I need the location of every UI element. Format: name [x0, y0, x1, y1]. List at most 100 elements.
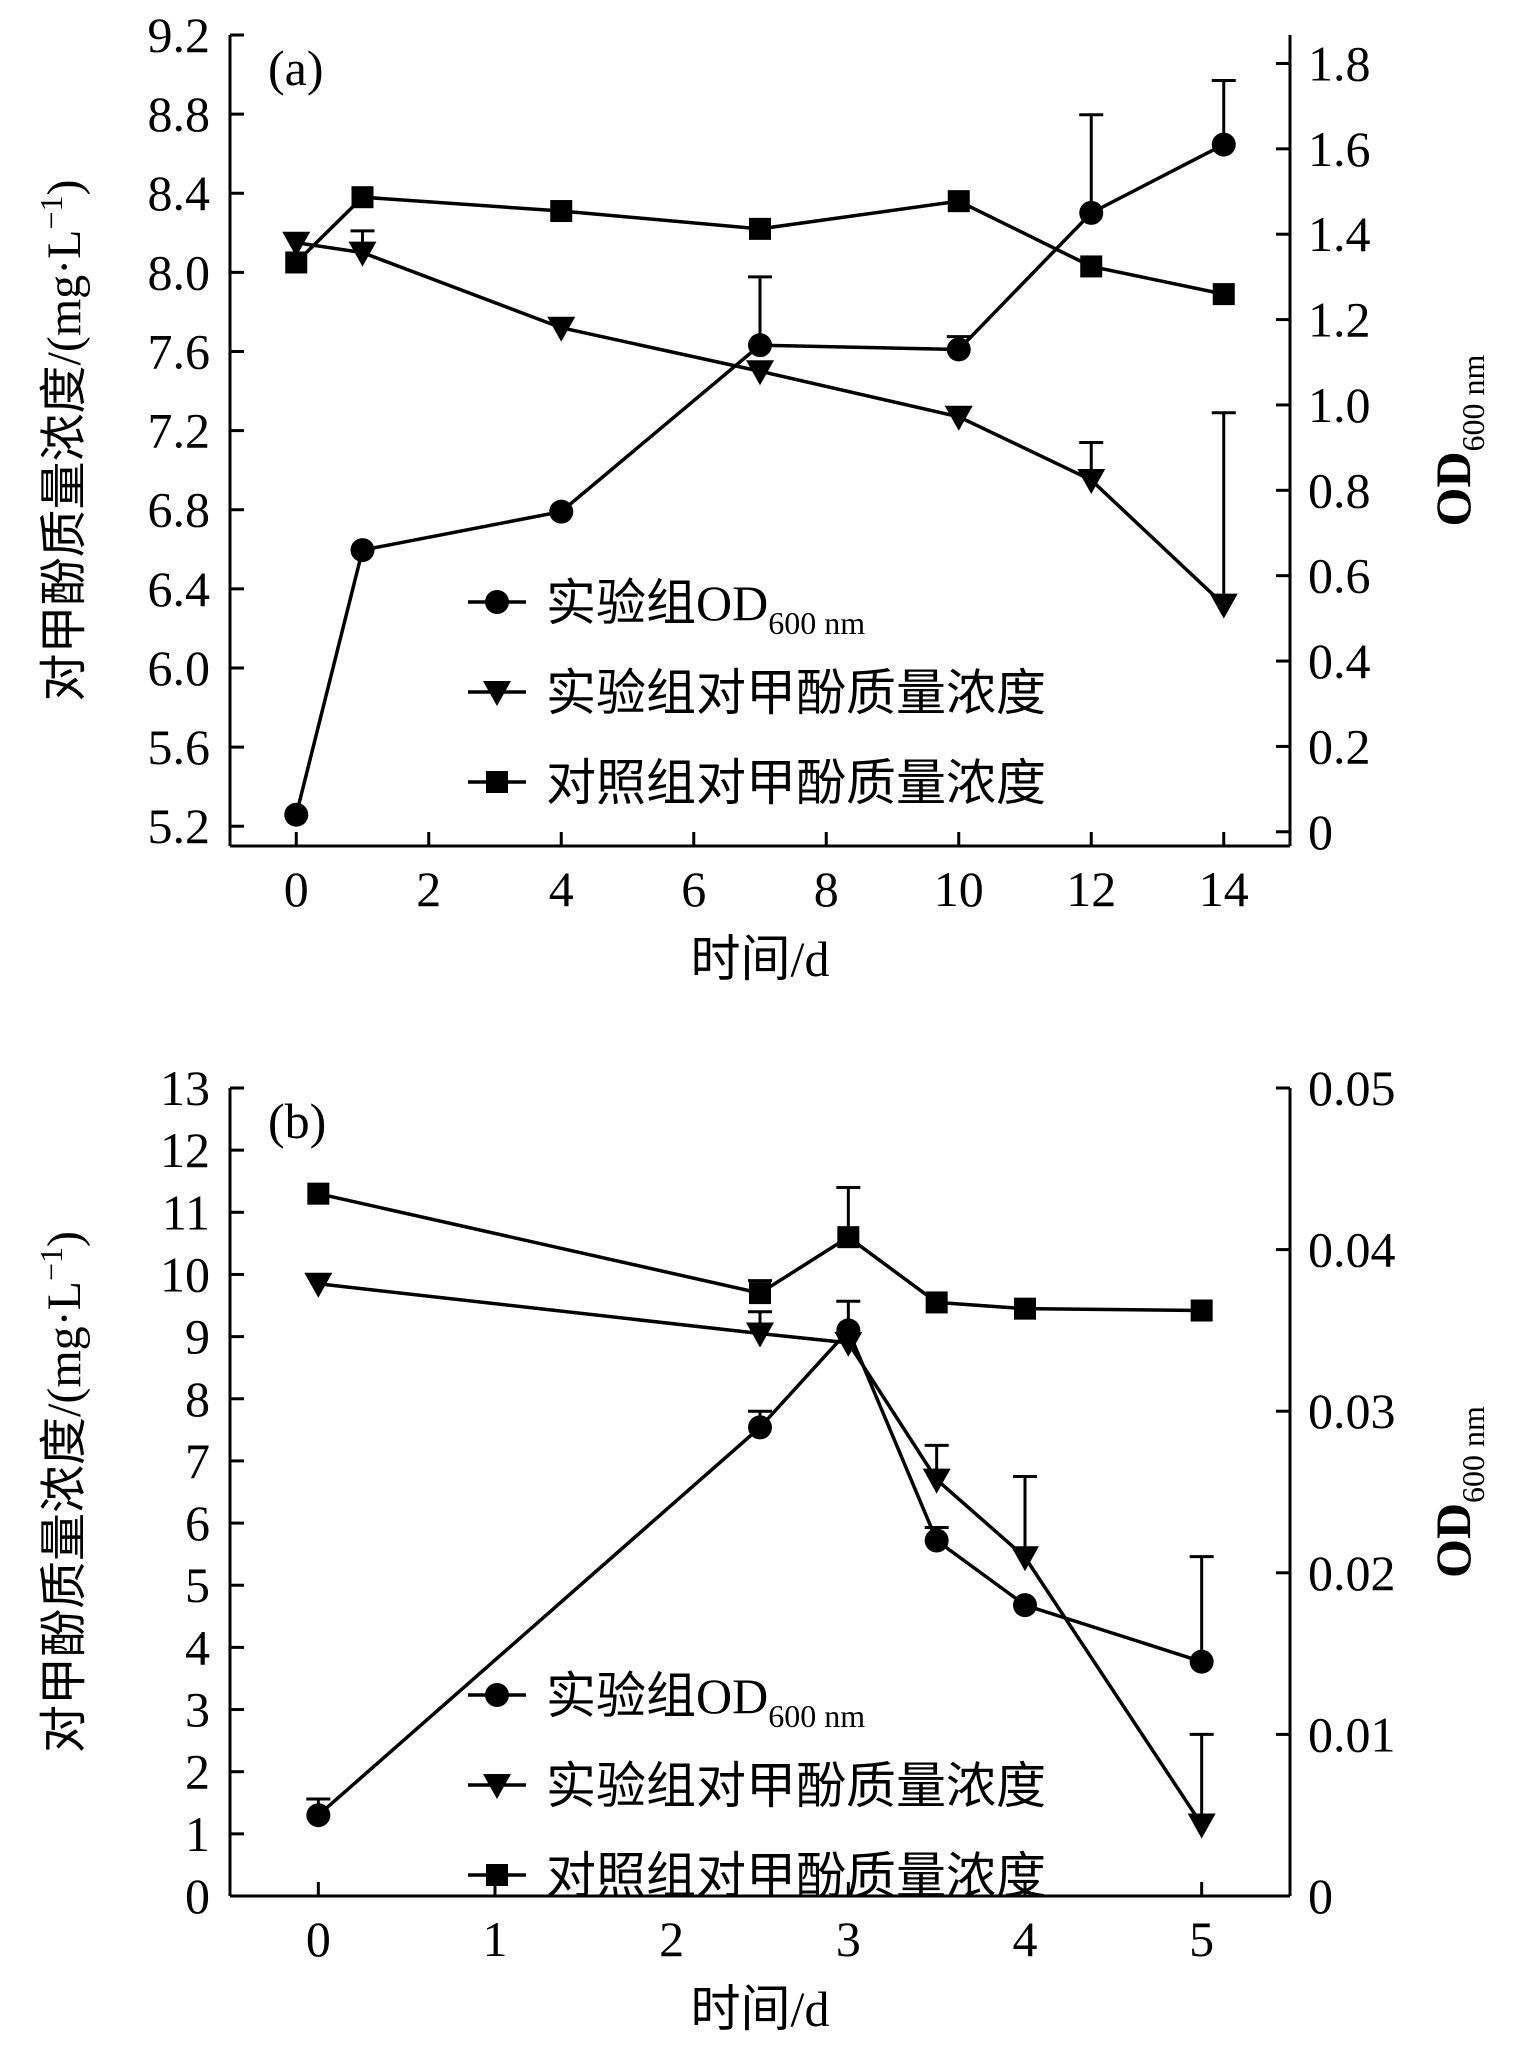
y-right-tick-label: 0.6: [1308, 548, 1371, 604]
y-left-tick-label: 2: [185, 1744, 210, 1800]
y-left-tick-label: 8.0: [148, 244, 211, 300]
data-point-circle: [1211, 132, 1236, 157]
legend-label: 对照组对甲酚质量浓度: [546, 1848, 1046, 1904]
series-circle: [306, 1299, 1214, 1828]
data-point-triangle: [282, 231, 311, 257]
y-left-tick-label: 8: [185, 1371, 210, 1427]
y-left-label-main: 对甲酚质量浓度/(mg·L: [38, 1281, 91, 1753]
data-point-square: [351, 186, 374, 209]
data-point-circle: [350, 538, 375, 563]
data-point-square: [307, 1182, 330, 1205]
series-circle: [284, 79, 1236, 827]
y-left-tick-label: 12: [160, 1122, 210, 1178]
data-point-triangle: [834, 1331, 863, 1357]
data-point-circle: [306, 1803, 331, 1828]
y-right-axis-label: OD600 nm: [1425, 354, 1491, 526]
x-axis-label: 时间/d: [691, 931, 830, 987]
legend-label-main: 实验组OD: [546, 575, 768, 631]
panel-label: (a): [268, 40, 324, 96]
y-left-tick-label: 0: [185, 1868, 210, 1924]
x-tick-label: 14: [1199, 861, 1249, 917]
x-tick-label: 0: [284, 861, 309, 917]
y-left-tick-label: 7.6: [148, 323, 211, 379]
x-tick-label: 6: [681, 861, 706, 917]
y-right-tick-label: 0.05: [1308, 1060, 1396, 1116]
data-point-square: [550, 200, 573, 223]
y-left-tick-label: 6.8: [148, 482, 211, 538]
data-point-triangle: [922, 1468, 951, 1494]
y-right-tick-label: 1.0: [1308, 377, 1371, 433]
legend-marker-circle: [485, 590, 509, 614]
data-point-circle: [924, 1528, 949, 1553]
data-point-square: [1190, 1299, 1213, 1322]
data-point-square: [925, 1291, 948, 1314]
data-point-circle: [284, 802, 309, 827]
y-left-label-sup: −1: [33, 195, 69, 229]
y-left-label-close: ): [38, 1231, 91, 1247]
data-point-triangle: [1011, 1546, 1039, 1572]
y-left-tick-label: 9.2: [148, 7, 211, 63]
y-right-label-sub: 600 nm: [1455, 1406, 1491, 1503]
y-right-label-main: OD: [1425, 451, 1481, 526]
y-right-tick-label: 1.2: [1308, 292, 1371, 348]
data-point-square: [947, 190, 970, 213]
data-point-circle: [748, 333, 772, 358]
legend-label: 对照组对甲酚质量浓度: [546, 755, 1046, 811]
data-point-square: [837, 1226, 860, 1249]
y-left-tick-label: 5.6: [148, 719, 211, 775]
series-line: [318, 1282, 1204, 1826]
y-right-tick-label: 1.4: [1308, 206, 1371, 262]
y-left-axis-label: 对甲酚质量浓度/(mg·L−1): [33, 1231, 91, 1753]
y-left-tick-label: 13: [160, 1060, 210, 1116]
data-point-triangle: [1209, 593, 1238, 619]
y-left-tick-label: 5: [185, 1557, 210, 1613]
panel-a: 0 2 4 6 8 10 12 14 5.2 5.6 6.0 6.4 6.8 7.2 7.6 8.0 8.4 8.…: [33, 7, 1491, 987]
legend-label: 实验组OD600 nm: [546, 575, 865, 641]
y-left-label-main: 对甲酚质量浓度/(mg·L: [38, 230, 91, 702]
series-triangle: [304, 1272, 1216, 1839]
y-left-axis-label: 对甲酚质量浓度/(mg·L−1): [33, 180, 91, 702]
legend-label: 实验组对甲酚质量浓度: [546, 1758, 1046, 1814]
series-line: [317, 1191, 1202, 1313]
y-left-tick-label: 1: [185, 1806, 210, 1862]
x-tick-label: 0: [306, 1911, 331, 1967]
legend-marker-square: [486, 771, 508, 793]
data-point-triangle: [348, 241, 377, 267]
data-point-triangle: [304, 1272, 333, 1298]
legend-label-sub: 600 nm: [768, 1698, 865, 1734]
y-left-tick-label: 6.4: [148, 561, 211, 617]
data-point-triangle: [547, 316, 576, 342]
legend-label-main: 实验组OD: [546, 1668, 768, 1724]
data-point-square: [1080, 255, 1103, 278]
x-tick-label: 2: [416, 861, 441, 917]
series-square: [285, 186, 1235, 306]
panel-label: (b): [268, 1093, 326, 1149]
data-point-triangle: [944, 405, 973, 431]
legend-marker-square: [486, 1864, 508, 1886]
y-right-tick-label: 0: [1308, 804, 1333, 860]
x-tick-label: 12: [1066, 861, 1116, 917]
data-point-circle: [748, 1415, 772, 1440]
y-right-label-main: OD: [1425, 1503, 1481, 1578]
y-left-tick-label: 10: [160, 1246, 210, 1302]
data-point-circle: [1189, 1649, 1214, 1674]
data-point-triangle: [746, 1322, 774, 1348]
y-left-tick-label: 11: [162, 1184, 210, 1240]
y-left-label-sup: −1: [33, 1247, 69, 1281]
y-right-tick-label: 0.8: [1308, 462, 1371, 518]
x-tick-label: 5: [1189, 1911, 1214, 1967]
data-point-circle: [549, 499, 574, 524]
data-point-triangle: [746, 360, 774, 386]
y-right-tick-label: 1.8: [1308, 35, 1371, 91]
x-tick-label: 4: [1013, 1911, 1038, 1967]
y-left-tick-label: 3: [185, 1682, 210, 1738]
y-left-tick-label: 9: [185, 1309, 210, 1365]
x-tick-label: 8: [814, 861, 839, 917]
x-tick-label: 2: [659, 1911, 684, 1967]
y-right-tick-label: 0.04: [1308, 1222, 1396, 1278]
y-right-label-sub: 600 nm: [1455, 354, 1491, 451]
legend-marker-triangle: [483, 1774, 511, 1799]
data-point-circle: [1013, 1593, 1037, 1618]
